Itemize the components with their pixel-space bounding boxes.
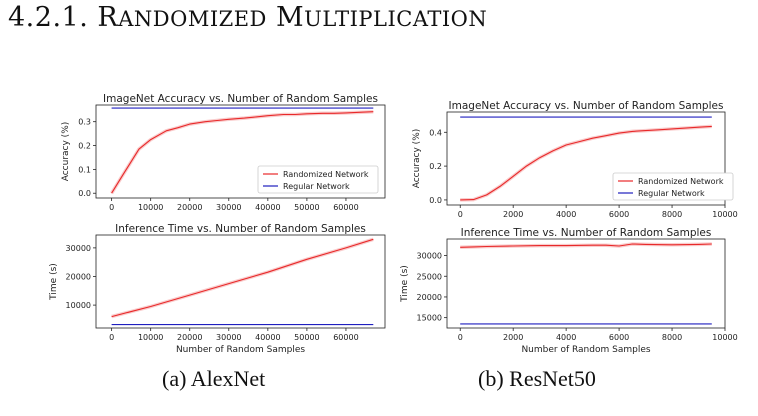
x-tick-label: 6000 [609,210,629,219]
y-tick-label: 30000 [66,244,91,253]
x-axis-label: Number of Random Samples [176,345,305,355]
x-tick-label: 50000 [294,203,319,212]
series-line-randomized [111,238,374,318]
x-tick-label: 0 [458,333,463,342]
chart-alex-acc: ImageNet Accuracy vs. Number of Random S… [61,93,386,212]
y-tick-label: 10000 [66,301,91,310]
y-tick-label: 0.1 [78,165,91,174]
caption-resnet50: (b) ResNet50 [478,366,596,391]
x-tick-label: 0 [458,210,463,219]
plot-frame [95,104,386,199]
x-tick-label: 0 [109,333,114,342]
legend-entry: Regular Network [283,182,350,191]
chart-res-time: Inference Time vs. Number of Random Samp… [400,227,738,355]
y-tick-label: 0.3 [78,118,91,127]
x-tick-label: 6000 [609,333,629,342]
chart-title: ImageNet Accuracy vs. Number of Random S… [449,100,724,112]
x-tick-label: 40000 [255,203,280,212]
legend-entry: Regular Network [638,189,705,198]
y-tick-label: 0.0 [429,196,442,205]
chart-alex-time: Inference Time vs. Number of Random Samp… [49,223,386,355]
y-axis-label: Accuracy (%) [412,129,422,189]
legend: Randomized Network Regular Network [257,165,379,194]
chart-title: Inference Time vs. Number of Random Samp… [461,227,712,239]
caption-alexnet: (a) AlexNet [162,366,266,391]
legend-entry: Randomized Network [638,177,724,186]
x-tick-label: 2000 [503,210,523,219]
y-tick-label: 20000 [66,272,91,281]
y-tick-label: 0.2 [78,142,91,151]
y-tick-label: 30000 [417,252,442,261]
chart-res-acc: ImageNet Accuracy vs. Number of Random S… [412,100,738,219]
x-tick-label: 20000 [177,333,202,342]
plot-frame [446,111,726,206]
legend-entry: Randomized Network [283,170,369,179]
series-line-randomized [111,111,374,194]
x-tick-label: 4000 [556,333,576,342]
x-tick-label: 10000 [712,333,737,342]
y-tick-label: 0.0 [78,189,91,198]
y-tick-label: 15000 [417,314,442,323]
y-tick-label: 0.4 [429,128,442,137]
x-tick-label: 30000 [216,203,241,212]
x-tick-label: 20000 [177,203,202,212]
x-axis-label: Number of Random Samples [521,345,650,355]
x-tick-label: 50000 [294,333,319,342]
x-tick-label: 8000 [662,333,682,342]
x-tick-label: 0 [109,203,114,212]
x-tick-label: 10000 [138,333,163,342]
series-line-randomized [460,243,712,248]
plot-frame [446,238,726,329]
legend-box [257,165,379,194]
x-tick-label: 30000 [216,333,241,342]
x-tick-label: 2000 [503,333,523,342]
x-tick-label: 10000 [138,203,163,212]
x-tick-label: 60000 [333,333,358,342]
y-tick-label: 25000 [417,272,442,281]
x-tick-label: 4000 [556,210,576,219]
y-tick-label: 0.2 [429,162,442,171]
chart-title: Inference Time vs. Number of Random Samp… [115,223,366,235]
y-tick-label: 20000 [417,293,442,302]
section-heading: 4.2.1. RANDOMIZED MULTIPLICATION [8,2,488,33]
y-axis-label: Accuracy (%) [61,122,71,182]
x-tick-label: 10000 [712,210,737,219]
chart-title: ImageNet Accuracy vs. Number of Random S… [103,93,378,105]
y-axis-label: Time (s) [49,263,59,301]
plot-frame [95,234,386,329]
x-tick-label: 40000 [255,333,280,342]
x-tick-label: 60000 [333,203,358,212]
y-axis-label: Time (s) [400,265,410,303]
legend: Randomized Network Regular Network [612,172,734,201]
series-line-randomized [460,125,712,201]
legend-box [612,172,734,201]
x-tick-label: 8000 [662,210,682,219]
